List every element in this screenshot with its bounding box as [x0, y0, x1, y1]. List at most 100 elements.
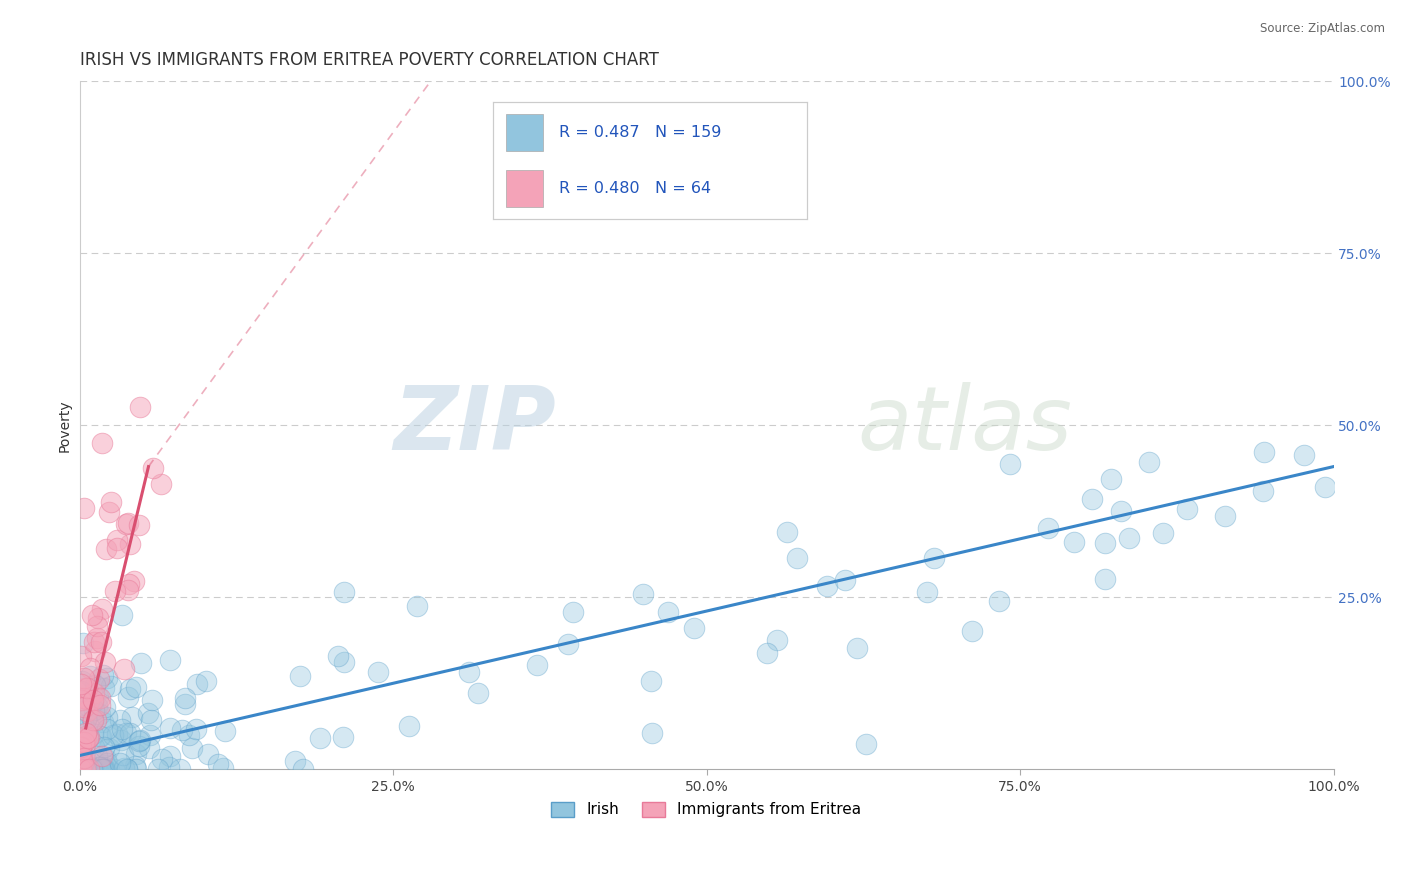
Point [1292, 448, 1315, 462]
Point [72, 636, 94, 650]
Point [562, 605, 585, 619]
Point [405, 599, 427, 613]
Point [173, 690, 195, 705]
Y-axis label: Poverty: Poverty [58, 399, 72, 451]
Point [108, 713, 131, 727]
Point [118, 577, 141, 591]
Point [1175, 502, 1198, 516]
Point [197, 747, 219, 761]
Point [73, 735, 96, 749]
Text: Source: ZipAtlas.com: Source: ZipAtlas.com [1260, 22, 1385, 36]
Point [526, 657, 548, 672]
Point [84, 643, 107, 657]
Point [77, 693, 100, 707]
Point [367, 665, 389, 679]
Point [105, 727, 128, 741]
Point [79, 661, 101, 675]
Point [121, 709, 143, 723]
Point [159, 653, 181, 667]
Point [91, 602, 114, 616]
Point [834, 573, 856, 587]
Point [120, 726, 142, 740]
Point [79, 730, 101, 744]
Point [93, 655, 115, 669]
Point [69, 648, 91, 663]
Point [72, 500, 94, 515]
Point [75, 712, 97, 726]
Point [77, 762, 100, 776]
Point [80, 762, 103, 776]
Point [103, 728, 125, 742]
Point [72, 674, 94, 689]
Point [72, 762, 94, 776]
Text: atlas: atlas [858, 383, 1071, 468]
Point [82, 693, 104, 707]
Point [111, 722, 134, 736]
Point [91, 435, 114, 450]
Point [87, 611, 110, 625]
Point [84, 762, 107, 776]
Point [91, 715, 114, 730]
Point [91, 762, 114, 776]
Point [86, 762, 108, 776]
Point [69, 717, 91, 731]
Point [93, 740, 115, 755]
Point [1213, 508, 1236, 523]
Point [640, 673, 662, 688]
Point [86, 749, 108, 764]
Point [100, 495, 122, 509]
Point [924, 551, 946, 566]
Point [69, 744, 91, 758]
Point [96, 722, 118, 736]
Point [77, 699, 100, 714]
Point [207, 757, 229, 772]
Point [69, 740, 91, 755]
Point [80, 762, 103, 776]
Point [75, 729, 97, 743]
Point [641, 726, 664, 740]
Point [83, 703, 105, 717]
Point [80, 713, 103, 727]
Point [284, 754, 307, 768]
Point [94, 752, 117, 766]
Point [291, 762, 314, 776]
Point [172, 723, 194, 738]
Point [100, 679, 122, 693]
Point [75, 726, 97, 740]
Point [1094, 535, 1116, 549]
Point [332, 731, 354, 745]
Point [69, 744, 91, 758]
Point [110, 732, 132, 747]
Point [1313, 480, 1336, 494]
Point [557, 637, 579, 651]
Point [75, 762, 97, 776]
Legend: Irish, Immigrants from Eritrea: Irish, Immigrants from Eritrea [546, 796, 868, 823]
Point [79, 669, 101, 683]
Point [458, 665, 481, 680]
Point [111, 607, 134, 622]
Point [94, 762, 117, 776]
Point [91, 667, 114, 681]
Point [128, 734, 150, 748]
Point [75, 760, 97, 774]
Point [69, 677, 91, 691]
Point [117, 762, 139, 776]
Point [1137, 455, 1160, 469]
Point [988, 594, 1011, 608]
Point [73, 762, 96, 776]
Point [125, 747, 148, 761]
Point [125, 762, 148, 776]
Point [111, 747, 134, 762]
Point [89, 698, 111, 712]
Point [89, 762, 111, 776]
Point [82, 713, 104, 727]
Point [124, 759, 146, 773]
Point [1109, 504, 1132, 518]
Point [128, 401, 150, 415]
Point [89, 691, 111, 706]
Point [1080, 491, 1102, 506]
Point [89, 759, 111, 773]
Point [117, 516, 139, 530]
Point [75, 681, 97, 695]
Point [69, 752, 91, 766]
